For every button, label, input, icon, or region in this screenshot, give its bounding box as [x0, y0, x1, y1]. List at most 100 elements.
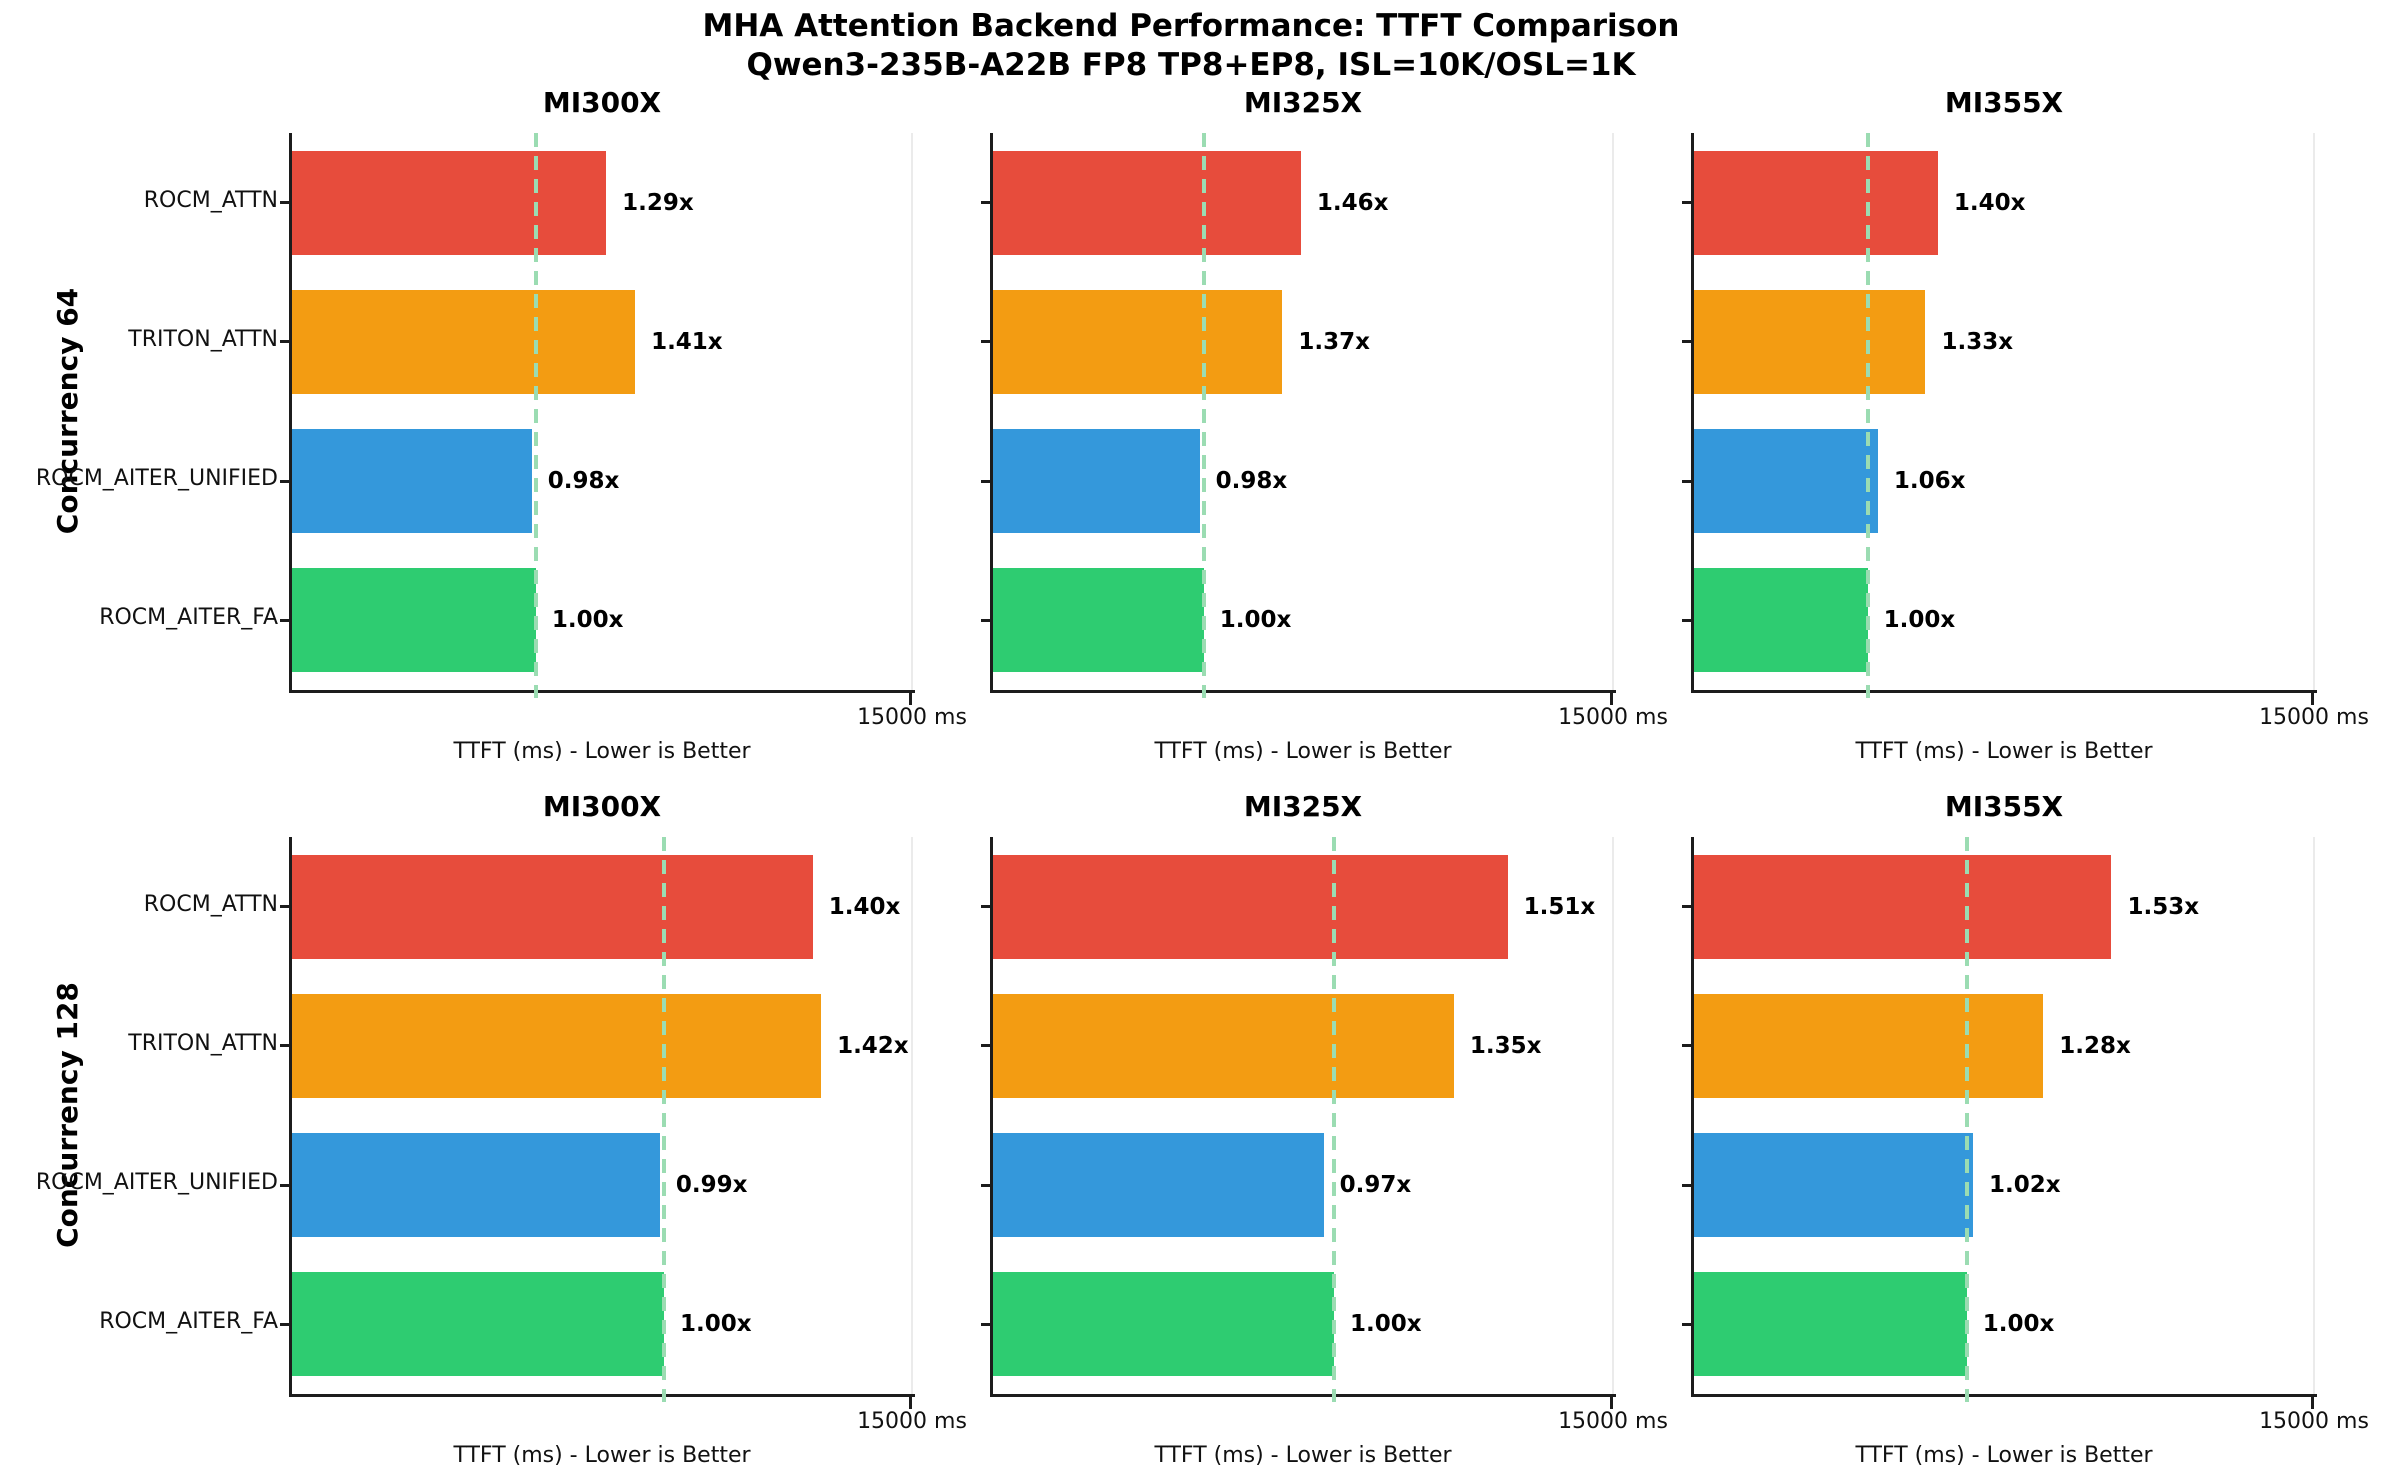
plot-area: 15000 ms 1.40x 1.33x 1.06x 1.00x: [1682, 133, 2369, 730]
subplot-title: MI325X: [1243, 790, 1363, 823]
x-axis-label: TTFT (ms) - Lower is Better: [1855, 1443, 2153, 1468]
y-tick: [981, 479, 990, 483]
bar-value-label: 0.99x: [675, 1172, 748, 1199]
baseline-dashline: [662, 837, 666, 1402]
y-tick: [1682, 1183, 1691, 1187]
x-axis-spine: [990, 1394, 1616, 1397]
y-axis-spine: [289, 133, 292, 693]
y-tick: [280, 1044, 289, 1048]
bar-triton_attn: [993, 289, 1283, 394]
x-axis-label: TTFT (ms) - Lower is Better: [1154, 739, 1452, 764]
y-tick: [981, 1322, 990, 1326]
subplot-concurrency128-mi300x: MI300X 15000 ms 1.40x ROCM_ATTN 1.42x TRITON…: [36, 790, 967, 1468]
bar-value-label: 1.51x: [1523, 893, 1596, 920]
bar-rocm_aiter_unified: [1694, 1133, 1973, 1238]
y-tick: [280, 340, 289, 344]
bar-value-label: 1.46x: [1316, 189, 1389, 216]
y-tick-label-rocm_attn: ROCM_ATTN: [143, 187, 278, 213]
bar-value-label: 1.40x: [1953, 189, 2026, 216]
bar-value-label: 0.98x: [1215, 468, 1288, 495]
x-axis-label: TTFT (ms) - Lower is Better: [453, 739, 751, 764]
x-max-tick-label: 15000 ms: [857, 705, 967, 730]
right-spine: [2313, 837, 2315, 1394]
bar-value-label: 1.28x: [2059, 1032, 2131, 1059]
y-axis-spine: [289, 837, 292, 1397]
x-tick-15000: [909, 1397, 912, 1409]
bar-value-label: 1.00x: [551, 607, 624, 634]
y-tick: [1682, 618, 1691, 622]
subplot-concurrency128-mi325x: MI325X 15000 ms 1.51x 1.35x 0.97x 1.00x TTFT…: [981, 790, 1668, 1468]
x-max-tick-label: 15000 ms: [2259, 705, 2369, 730]
y-tick-label-triton_attn: TRITON_ATTN: [128, 1030, 278, 1056]
bar-rocm_attn: [1694, 854, 2112, 959]
y-tick: [981, 1183, 990, 1187]
x-max-tick-label: 15000 ms: [1558, 705, 1668, 730]
baseline-dashline: [1201, 133, 1206, 698]
subplot-title: MI355X: [1944, 86, 2064, 119]
y-tick: [1682, 905, 1691, 909]
subplot-concurrency128-mi355x: MI355X 15000 ms 1.53x 1.28x 1.02x 1.00x TTFT…: [1682, 790, 2369, 1468]
bar-value-label: 1.42x: [837, 1032, 909, 1059]
y-tick: [280, 1183, 289, 1187]
x-axis-spine: [289, 1394, 915, 1397]
baseline-dashline: [1865, 133, 1870, 698]
y-tick: [1682, 201, 1691, 205]
y-tick: [981, 905, 990, 909]
bar-value-label: 1.00x: [1350, 1311, 1422, 1338]
y-tick: [1682, 340, 1691, 344]
plot-area: 15000 ms 1.40x ROCM_ATTN 1.42x TRITON_ATTN 0.…: [36, 837, 967, 1434]
x-max-tick-label: 15000 ms: [1558, 1409, 1668, 1434]
x-tick-15000: [1610, 693, 1613, 705]
y-tick-label-rocm_aiter_unified: ROCM_AITER_UNIFIED: [35, 1170, 278, 1196]
subplot-title: MI300X: [542, 790, 662, 823]
bar-value-label: 1.40x: [828, 893, 901, 920]
bar-value-label: 1.29x: [622, 189, 694, 216]
bar-rocm_attn: [993, 854, 1508, 959]
x-axis-spine: [1691, 1394, 2317, 1397]
right-spine: [911, 837, 913, 1394]
y-axis-spine: [1691, 837, 1694, 1397]
y-tick: [981, 618, 990, 622]
bar-value-label: 1.35x: [1469, 1032, 1542, 1059]
bar-value-label: 1.00x: [1982, 1311, 2055, 1338]
bar-value-label: 1.37x: [1298, 328, 1370, 355]
plot-area: 15000 ms 1.29x ROCM_ATTN 1.41x TRITON_ATTN 0.…: [36, 133, 967, 730]
y-axis-spine: [1691, 133, 1694, 693]
right-spine: [1612, 133, 1614, 690]
right-spine: [1612, 837, 1614, 1394]
plot-area: 15000 ms 1.53x 1.28x 1.02x 1.00x: [1682, 837, 2369, 1434]
x-axis-spine: [990, 690, 1616, 693]
bar-value-label: 1.00x: [680, 1311, 752, 1338]
row-label-concurrency-128: Concurrency 128: [51, 982, 84, 1248]
y-tick: [981, 201, 990, 205]
y-tick: [280, 1322, 289, 1326]
x-axis-spine: [1691, 690, 2317, 693]
bar-rocm_attn: [1694, 150, 1938, 255]
bar-triton_attn: [993, 993, 1454, 1098]
y-tick-label-rocm_aiter_unified: ROCM_AITER_UNIFIED: [35, 466, 278, 492]
x-tick-15000: [909, 693, 912, 705]
bar-rocm_aiter_unified: [292, 429, 532, 534]
bar-rocm_aiter_fa: [1694, 568, 1868, 673]
bar-triton_attn: [292, 289, 636, 394]
figure-title-line-1: MHA Attention Backend Performance: TTFT …: [702, 8, 1680, 44]
y-tick: [981, 1044, 990, 1048]
y-tick: [280, 618, 289, 622]
bar-value-label: 1.06x: [1893, 468, 1966, 495]
x-axis-label: TTFT (ms) - Lower is Better: [453, 1443, 751, 1468]
bar-value-label: 1.33x: [1941, 328, 2014, 355]
subplot-title: MI300X: [542, 86, 662, 119]
bar-value-label: 1.02x: [1989, 1172, 2061, 1199]
bar-rocm_aiter_unified: [292, 1133, 660, 1238]
y-tick: [280, 905, 289, 909]
y-tick: [280, 479, 289, 483]
y-tick-label-rocm_aiter_fa: ROCM_AITER_FA: [99, 605, 278, 631]
bar-rocm_aiter_fa: [993, 568, 1204, 673]
right-spine: [911, 133, 913, 690]
bar-rocm_attn: [292, 854, 813, 959]
plot-area: 15000 ms 1.46x 1.37x 0.98x 1.00x: [981, 133, 1668, 730]
bar-rocm_aiter_fa: [292, 568, 536, 673]
bar-value-label: 1.00x: [1219, 607, 1292, 634]
baseline-dashline: [1332, 837, 1336, 1402]
